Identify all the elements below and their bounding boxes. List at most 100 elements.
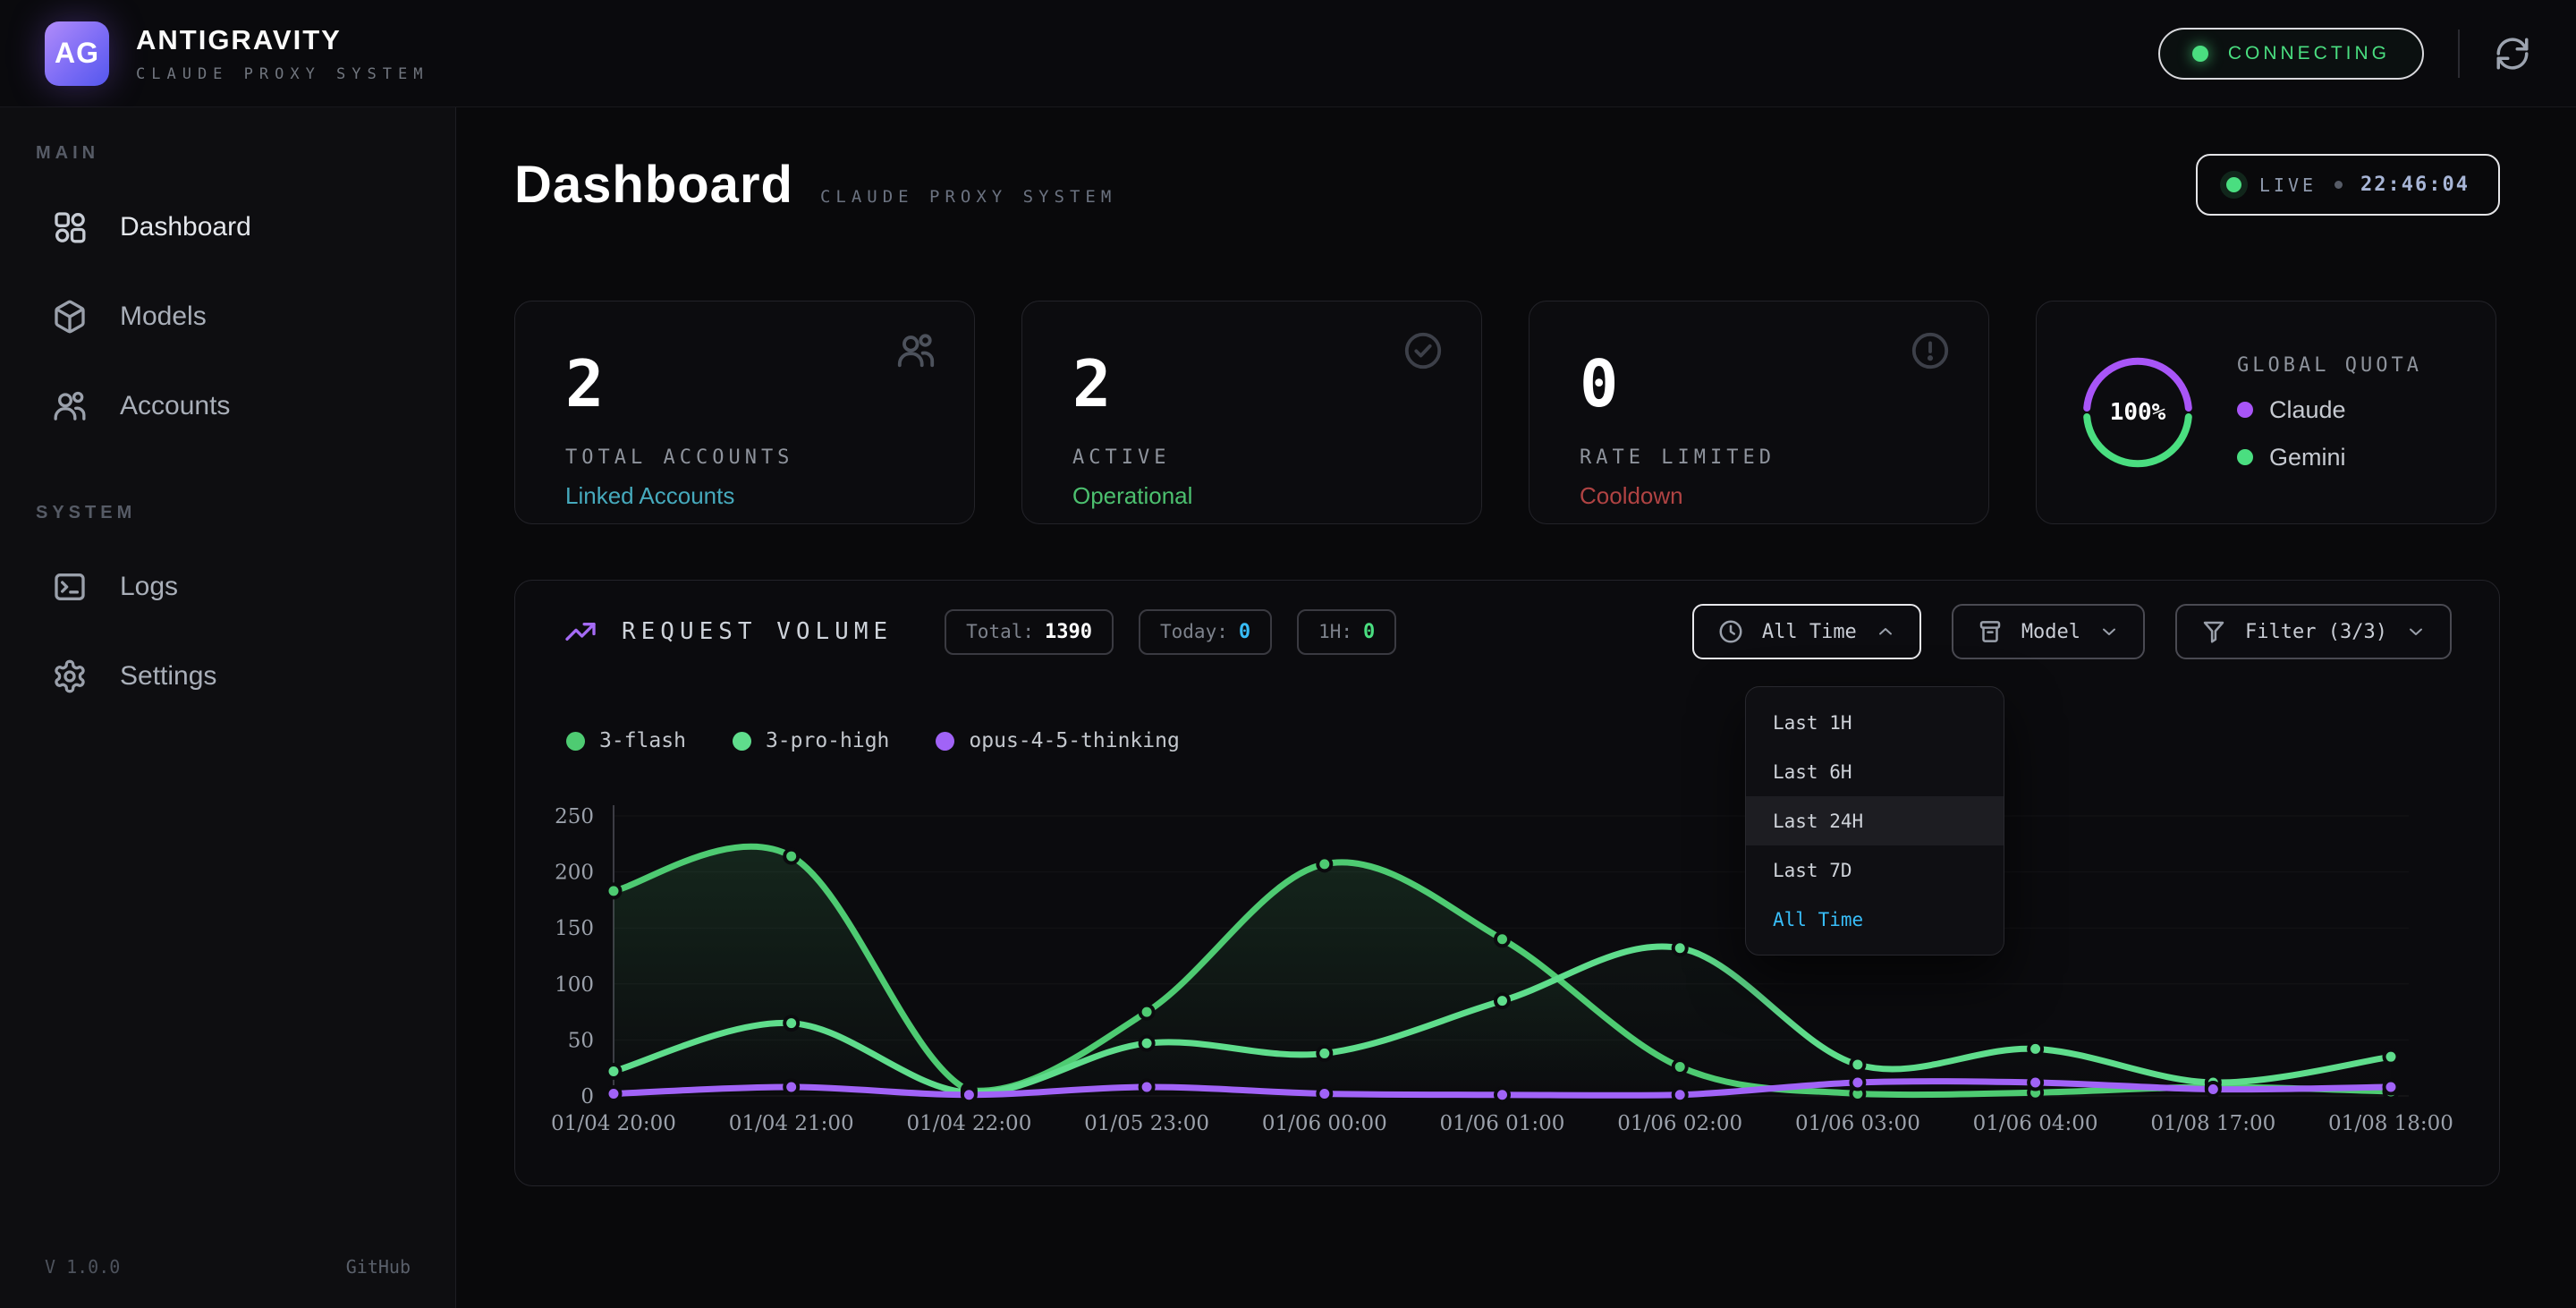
gear-icon — [55, 659, 85, 693]
chart-title: REQUEST VOLUME — [622, 618, 894, 645]
legend-item-opus-4-5-thinking: opus-4-5-thinking — [936, 729, 1180, 752]
sidebar-item-logs[interactable]: Logs — [16, 547, 439, 627]
sidebar-item-label: Models — [120, 302, 207, 331]
svg-text:01/06 01:00: 01/06 01:00 — [1440, 1112, 1565, 1135]
sidebar-item-label: Settings — [120, 661, 217, 691]
sidebar-item-models[interactable]: Models — [16, 276, 439, 357]
badge-value: 0 — [1238, 620, 1251, 643]
connection-status-text: CONNECTING — [2227, 42, 2390, 64]
legend-item-3-flash: 3-flash — [566, 729, 686, 752]
page-title: Dashboard — [514, 156, 793, 214]
github-link[interactable]: GitHub — [345, 1256, 411, 1278]
live-label: LIVE — [2258, 174, 2318, 196]
stat-label: ACTIVE — [1072, 446, 1171, 469]
sidebar-section-main: MAIN — [36, 143, 100, 163]
svg-text:200: 200 — [555, 862, 594, 885]
legend-label: opus-4-5-thinking — [969, 729, 1180, 752]
stat-label: RATE LIMITED — [1580, 446, 1775, 469]
chevron-down-icon — [2410, 628, 2422, 635]
filter-button[interactable]: Filter (3/3) — [2175, 604, 2452, 659]
sidebar-item-label: Dashboard — [120, 212, 251, 242]
stat-card-active: 2 ACTIVE Operational — [1021, 301, 1482, 524]
refresh-icon — [2496, 37, 2529, 70]
sidebar-item-label: Accounts — [120, 391, 231, 420]
request-volume-chart: 0 50 100 150 200 250 01/04 20:00 01/04 21:00 01/… — [551, 805, 2453, 1135]
page-subtitle: CLAUDE PROXY SYSTEM — [819, 187, 1117, 207]
svg-text:01/06 03:00: 01/06 03:00 — [1795, 1112, 1920, 1135]
time-range-button[interactable]: All Time — [1691, 604, 1921, 659]
legend-dot — [732, 731, 751, 751]
stat-value: 2 — [1072, 346, 1112, 421]
sidebar-item-settings[interactable]: Settings — [16, 636, 439, 717]
stat-sub: Linked Accounts — [565, 482, 735, 509]
top-header: AG ANTIGRAVITY CLAUDE PROXY SYSTEM CONNE… — [0, 0, 2576, 107]
legend-label: 3-flash — [599, 729, 686, 752]
dropdown-item-last-7d[interactable]: Last 7D — [1773, 859, 1852, 881]
model-filter-button[interactable]: Model — [1951, 604, 2146, 659]
archive-icon — [1979, 621, 2001, 642]
sidebar-item-accounts[interactable]: Accounts — [16, 366, 439, 446]
quota-ring-claude-arc — [2083, 357, 2192, 412]
dropdown-item-last-24h[interactable]: Last 24H — [1746, 796, 2004, 845]
quota-item-claude: Claude — [2237, 396, 2422, 424]
svg-text:01/08 18:00: 01/08 18:00 — [2328, 1112, 2453, 1135]
refresh-button[interactable] — [2494, 35, 2531, 72]
badge-value: 1390 — [1045, 620, 1092, 643]
stat-sub: Cooldown — [1580, 482, 1683, 509]
badge-label: Total: — [966, 621, 1035, 642]
badge-value: 0 — [1363, 620, 1376, 643]
one-hour-badge: 1H: 0 — [1297, 608, 1397, 655]
badge-label: 1H: — [1318, 621, 1353, 642]
sidebar-item-label: Logs — [120, 572, 179, 601]
trending-up-icon — [563, 614, 598, 650]
app-subtitle: CLAUDE PROXY SYSTEM — [136, 64, 429, 83]
svg-text:01/06 00:00: 01/06 00:00 — [1262, 1112, 1387, 1135]
svg-text:0: 0 — [580, 1085, 594, 1108]
users-icon — [54, 391, 86, 420]
alert-circle-icon — [1910, 330, 1951, 371]
stat-sub: Operational — [1072, 482, 1193, 509]
svg-text:01/06 04:00: 01/06 04:00 — [1973, 1112, 2098, 1135]
legend-dot — [566, 731, 585, 751]
legend-item-3-pro-high: 3-pro-high — [732, 729, 890, 752]
today-badge: Today: 0 — [1139, 608, 1273, 655]
badge-label: Today: — [1160, 621, 1228, 642]
clock-icon — [1719, 620, 1742, 643]
grid-icon — [55, 212, 86, 243]
app-title: ANTIGRAVITY — [136, 23, 342, 55]
quota-ring-gemini-arc — [2083, 413, 2192, 468]
quota-ring: 100% — [2080, 354, 2196, 471]
gemini-dot — [2237, 449, 2253, 465]
svg-text:100: 100 — [555, 973, 594, 997]
svg-text:01/04 21:00: 01/04 21:00 — [729, 1112, 854, 1135]
chevron-down-icon — [2103, 628, 2116, 635]
svg-text:150: 150 — [555, 917, 594, 940]
connection-status-badge: CONNECTING — [2157, 27, 2424, 80]
legend-label: 3-pro-high — [765, 729, 890, 752]
stat-card-rate-limited: 0 RATE LIMITED Cooldown — [1529, 301, 1989, 524]
request-volume-panel: REQUEST VOLUME Total: 1390 Today: 0 1H: — [514, 580, 2500, 1186]
sidebar-item-dashboard[interactable]: Dashboard — [16, 187, 439, 268]
stat-card-total-accounts: 2 TOTAL ACCOUNTS Linked Accounts — [514, 301, 975, 524]
brand: ANTIGRAVITY CLAUDE PROXY SYSTEM — [136, 24, 428, 83]
legend-dot — [936, 731, 955, 751]
stat-card-global-quota: 100% GLOBAL QUOTA Claude Gemini — [2036, 301, 2496, 524]
app-logo: AG — [45, 21, 109, 86]
main-content: Dashboard CLAUDE PROXY SYSTEM LIVE 22:46… — [456, 107, 2576, 1308]
button-label: Filter (3/3) — [2245, 620, 2387, 643]
box-icon — [55, 300, 85, 334]
check-circle-icon — [1402, 330, 1444, 371]
stat-value: 0 — [1580, 346, 1619, 421]
sidebar: MAIN Dashboard Models Accounts SYSTEM — [0, 107, 456, 1308]
dropdown-item-last-1h[interactable]: Last 1H — [1773, 711, 1852, 734]
quota-item-gemini: Gemini — [2237, 444, 2422, 471]
svg-text:01/05 23:00: 01/05 23:00 — [1084, 1112, 1209, 1135]
dropdown-item-last-6h[interactable]: Last 6H — [1773, 760, 1852, 783]
sidebar-section-system: SYSTEM — [36, 503, 137, 522]
svg-text:01/04 22:00: 01/04 22:00 — [906, 1112, 1031, 1135]
svg-text:50: 50 — [568, 1029, 594, 1052]
quota-item-name: Gemini — [2269, 443, 2346, 471]
divider — [2458, 29, 2460, 78]
stat-value: 2 — [565, 346, 605, 421]
dropdown-item-all-time[interactable]: All Time — [1773, 908, 1864, 930]
